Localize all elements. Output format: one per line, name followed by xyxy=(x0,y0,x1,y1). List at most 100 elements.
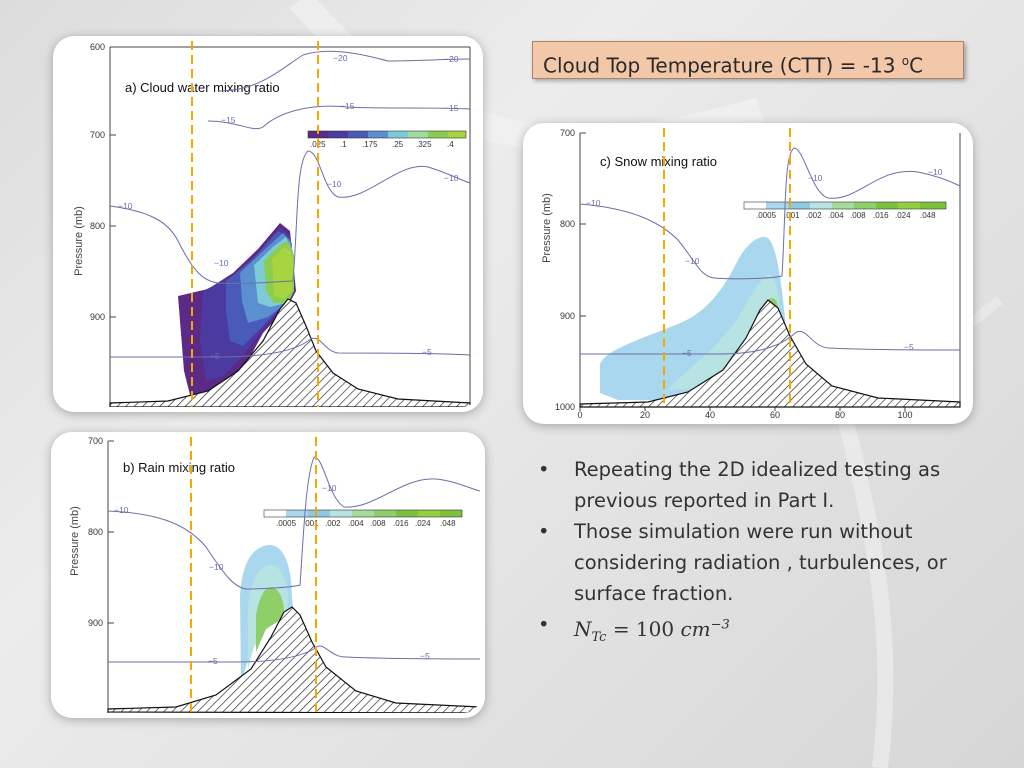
ctt-degree: o xyxy=(901,54,910,68)
colorbar-label: .008 xyxy=(850,211,866,220)
contour-label: −20 xyxy=(333,53,348,63)
contour-label: −15 xyxy=(221,115,236,125)
contour-label: −5 xyxy=(208,656,218,666)
ytick-label: 800 xyxy=(560,219,575,229)
colorbar-label: .016 xyxy=(873,211,889,220)
contour-label: −10 xyxy=(214,258,229,268)
colorbar-label: .0005 xyxy=(756,211,777,220)
ytick-label: 600 xyxy=(90,42,105,52)
panel-title: b) Rain mixing ratio xyxy=(123,460,235,475)
bullet-list: • Repeating the 2D idealized testing as p… xyxy=(538,454,988,653)
cloud-water-field xyxy=(178,223,296,399)
contour-labels: −20 −20 −15 −15 −15 −10 −10 −10 −10 −5 −… xyxy=(118,53,459,361)
ctt-unit: C xyxy=(909,53,924,78)
colorbar-label: .002 xyxy=(806,211,822,220)
colorbar-label: .016 xyxy=(393,519,409,528)
contour-label: −10 xyxy=(808,173,823,183)
contour-label: −10 xyxy=(209,562,224,572)
contour-label: −10 xyxy=(444,173,459,183)
contour-label: −5 xyxy=(904,342,914,352)
bullet-item: • Repeating the 2D idealized testing as p… xyxy=(538,454,988,516)
temperature-contours xyxy=(109,50,471,358)
contour-label: −10 xyxy=(322,483,337,493)
rain-field xyxy=(240,545,296,682)
ytick-label: 700 xyxy=(88,437,103,446)
y-axis-label: Pressure (mb) xyxy=(69,506,81,576)
contour-label: −10 xyxy=(118,201,133,211)
contour-label: −15 xyxy=(444,103,459,113)
contour-label: −10 xyxy=(928,167,943,177)
bullet-dot-icon: • xyxy=(538,520,550,543)
panel-c-snow: 700 800 900 1000 0 20 40 60 80 100 Press… xyxy=(528,128,968,419)
contour-labels: −10 −10 −10 −5 −5 xyxy=(114,483,430,666)
colorbar-label: .0005 xyxy=(276,519,297,528)
ctt-label: Cloud Top Temperature (CTT) = -13 oC xyxy=(532,41,964,79)
xtick-label: 80 xyxy=(835,410,845,419)
formula-exp: −3 xyxy=(710,617,730,632)
contour-label: −5 xyxy=(210,351,220,361)
colorbar-label: .008 xyxy=(370,519,386,528)
xtick-label: 60 xyxy=(770,410,780,419)
colorbar: .0005 .001 .002 .004 .008 .016 .024 .048 xyxy=(743,201,947,220)
xtick-label: 20 xyxy=(640,410,650,419)
formula-sub: Tc xyxy=(591,629,607,645)
ytick-label: 900 xyxy=(560,311,575,321)
panel-a-cloud-water: 600 700 800 900 Pressure (mb) a) Cloud w… xyxy=(58,41,478,407)
formula-unit: cm xyxy=(680,616,711,641)
colorbar-label: .048 xyxy=(920,211,936,220)
ytick-label: 700 xyxy=(90,130,105,140)
bullet-text: Those simulation were run without consid… xyxy=(574,520,947,605)
xtick-label: 0 xyxy=(577,410,582,419)
y-axis-label: Pressure (mb) xyxy=(541,193,553,263)
ytick-label: 800 xyxy=(88,527,103,537)
colorbar-label: .001 xyxy=(784,211,800,220)
x-ticks: 0 20 40 60 80 100 xyxy=(577,407,913,419)
bullet-dot-icon: • xyxy=(538,458,550,481)
colorbar-label: .175 xyxy=(362,140,378,149)
colorbar-label: .1 xyxy=(340,140,347,149)
bullet-item: • Those simulation were run without consi… xyxy=(538,516,988,609)
bullet-item: • NTc = 100 cm−3 xyxy=(538,609,988,653)
contour-label: −10 xyxy=(685,256,700,266)
terrain xyxy=(107,606,480,713)
ytick-label: 900 xyxy=(88,618,103,628)
temperature-contours xyxy=(107,456,480,663)
ytick-label: 700 xyxy=(560,128,575,138)
ytick-label: 1000 xyxy=(555,402,575,412)
ytick-label: 800 xyxy=(90,221,105,231)
colorbar: .025 .1 .175 .25 .325 .4 xyxy=(307,130,467,149)
colorbar-label: .048 xyxy=(440,519,456,528)
contour-label: −5 xyxy=(682,348,692,358)
contour-label: −10 xyxy=(586,198,601,208)
terrain xyxy=(109,298,471,407)
formula: NTc = 100 cm−3 xyxy=(574,616,730,645)
colorbar-label: .4 xyxy=(447,140,454,149)
xtick-label: 40 xyxy=(705,410,715,419)
y-axis-label: Pressure (mb) xyxy=(73,206,85,276)
contour-label: −10 xyxy=(327,179,342,189)
bullet-dot-icon: • xyxy=(538,613,550,636)
colorbar-label: .024 xyxy=(415,519,431,528)
ctt-text: Cloud Top Temperature (CTT) = -13 xyxy=(543,53,902,78)
xtick-label: 100 xyxy=(897,410,912,419)
contour-label: −5 xyxy=(420,651,430,661)
bullet-text: Repeating the 2D idealized testing as pr… xyxy=(574,458,941,512)
ytick-label: 900 xyxy=(90,312,105,322)
contour-label: −20 xyxy=(444,54,459,64)
contour-label: −10 xyxy=(114,505,129,515)
colorbar-label: .001 xyxy=(303,519,319,528)
colorbar: .0005 .001 .002 .004 .008 .016 .024 .048 xyxy=(263,509,463,528)
colorbar-label: .325 xyxy=(416,140,432,149)
contour-labels: −10 −10 −10 −10 −5 −5 xyxy=(586,167,943,358)
formula-n: N xyxy=(574,616,592,641)
colorbar-label: .004 xyxy=(348,519,364,528)
panel-b-rain: 700 800 900 Pressure (mb) b) Rain mixing… xyxy=(56,437,480,713)
contour-label: −15 xyxy=(340,101,355,111)
colorbar-label: .024 xyxy=(895,211,911,220)
formula-eq: = 100 xyxy=(612,616,681,641)
contour-label: −5 xyxy=(422,347,432,357)
terrain xyxy=(579,299,961,408)
panel-title: a) Cloud water mixing ratio xyxy=(125,80,280,95)
colorbar-label: .25 xyxy=(392,140,404,149)
colorbar-label: .004 xyxy=(828,211,844,220)
